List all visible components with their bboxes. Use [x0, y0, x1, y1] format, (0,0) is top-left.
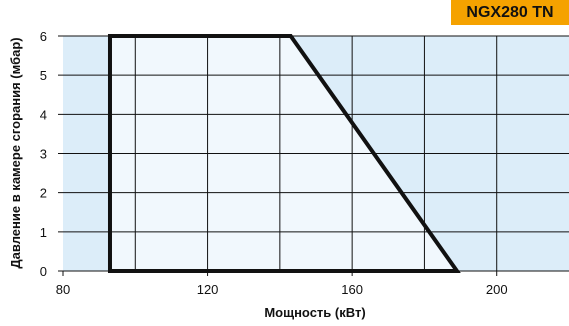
model-badge: NGX280 TN — [451, 0, 569, 25]
y-tick-label-6: 6 — [40, 29, 47, 44]
model-badge-text: NGX280 TN — [466, 3, 554, 21]
y-tick-label-3: 3 — [40, 147, 47, 162]
x-tick-label-3: 200 — [486, 282, 508, 297]
y-tick-label-4: 4 — [40, 107, 47, 122]
y-tick-label-5: 5 — [40, 68, 47, 83]
y-axis-label: Давление в камере сгорания (мбар) — [8, 37, 23, 268]
x-tick-labels: 80 120 160 200 — [56, 271, 508, 297]
y-tick-label-1: 1 — [40, 225, 47, 240]
y-tick-label-2: 2 — [40, 186, 47, 201]
x-tick-label-0: 80 — [56, 282, 70, 297]
x-tick-label-2: 160 — [341, 282, 363, 297]
operating-region-outline — [107, 34, 461, 273]
x-axis-label: Мощность (кВт) — [264, 305, 365, 320]
y-tick-labels: 0 1 2 3 4 5 6 — [40, 29, 47, 279]
y-tick-label-0: 0 — [40, 264, 47, 279]
x-tick-label-1: 120 — [197, 282, 219, 297]
